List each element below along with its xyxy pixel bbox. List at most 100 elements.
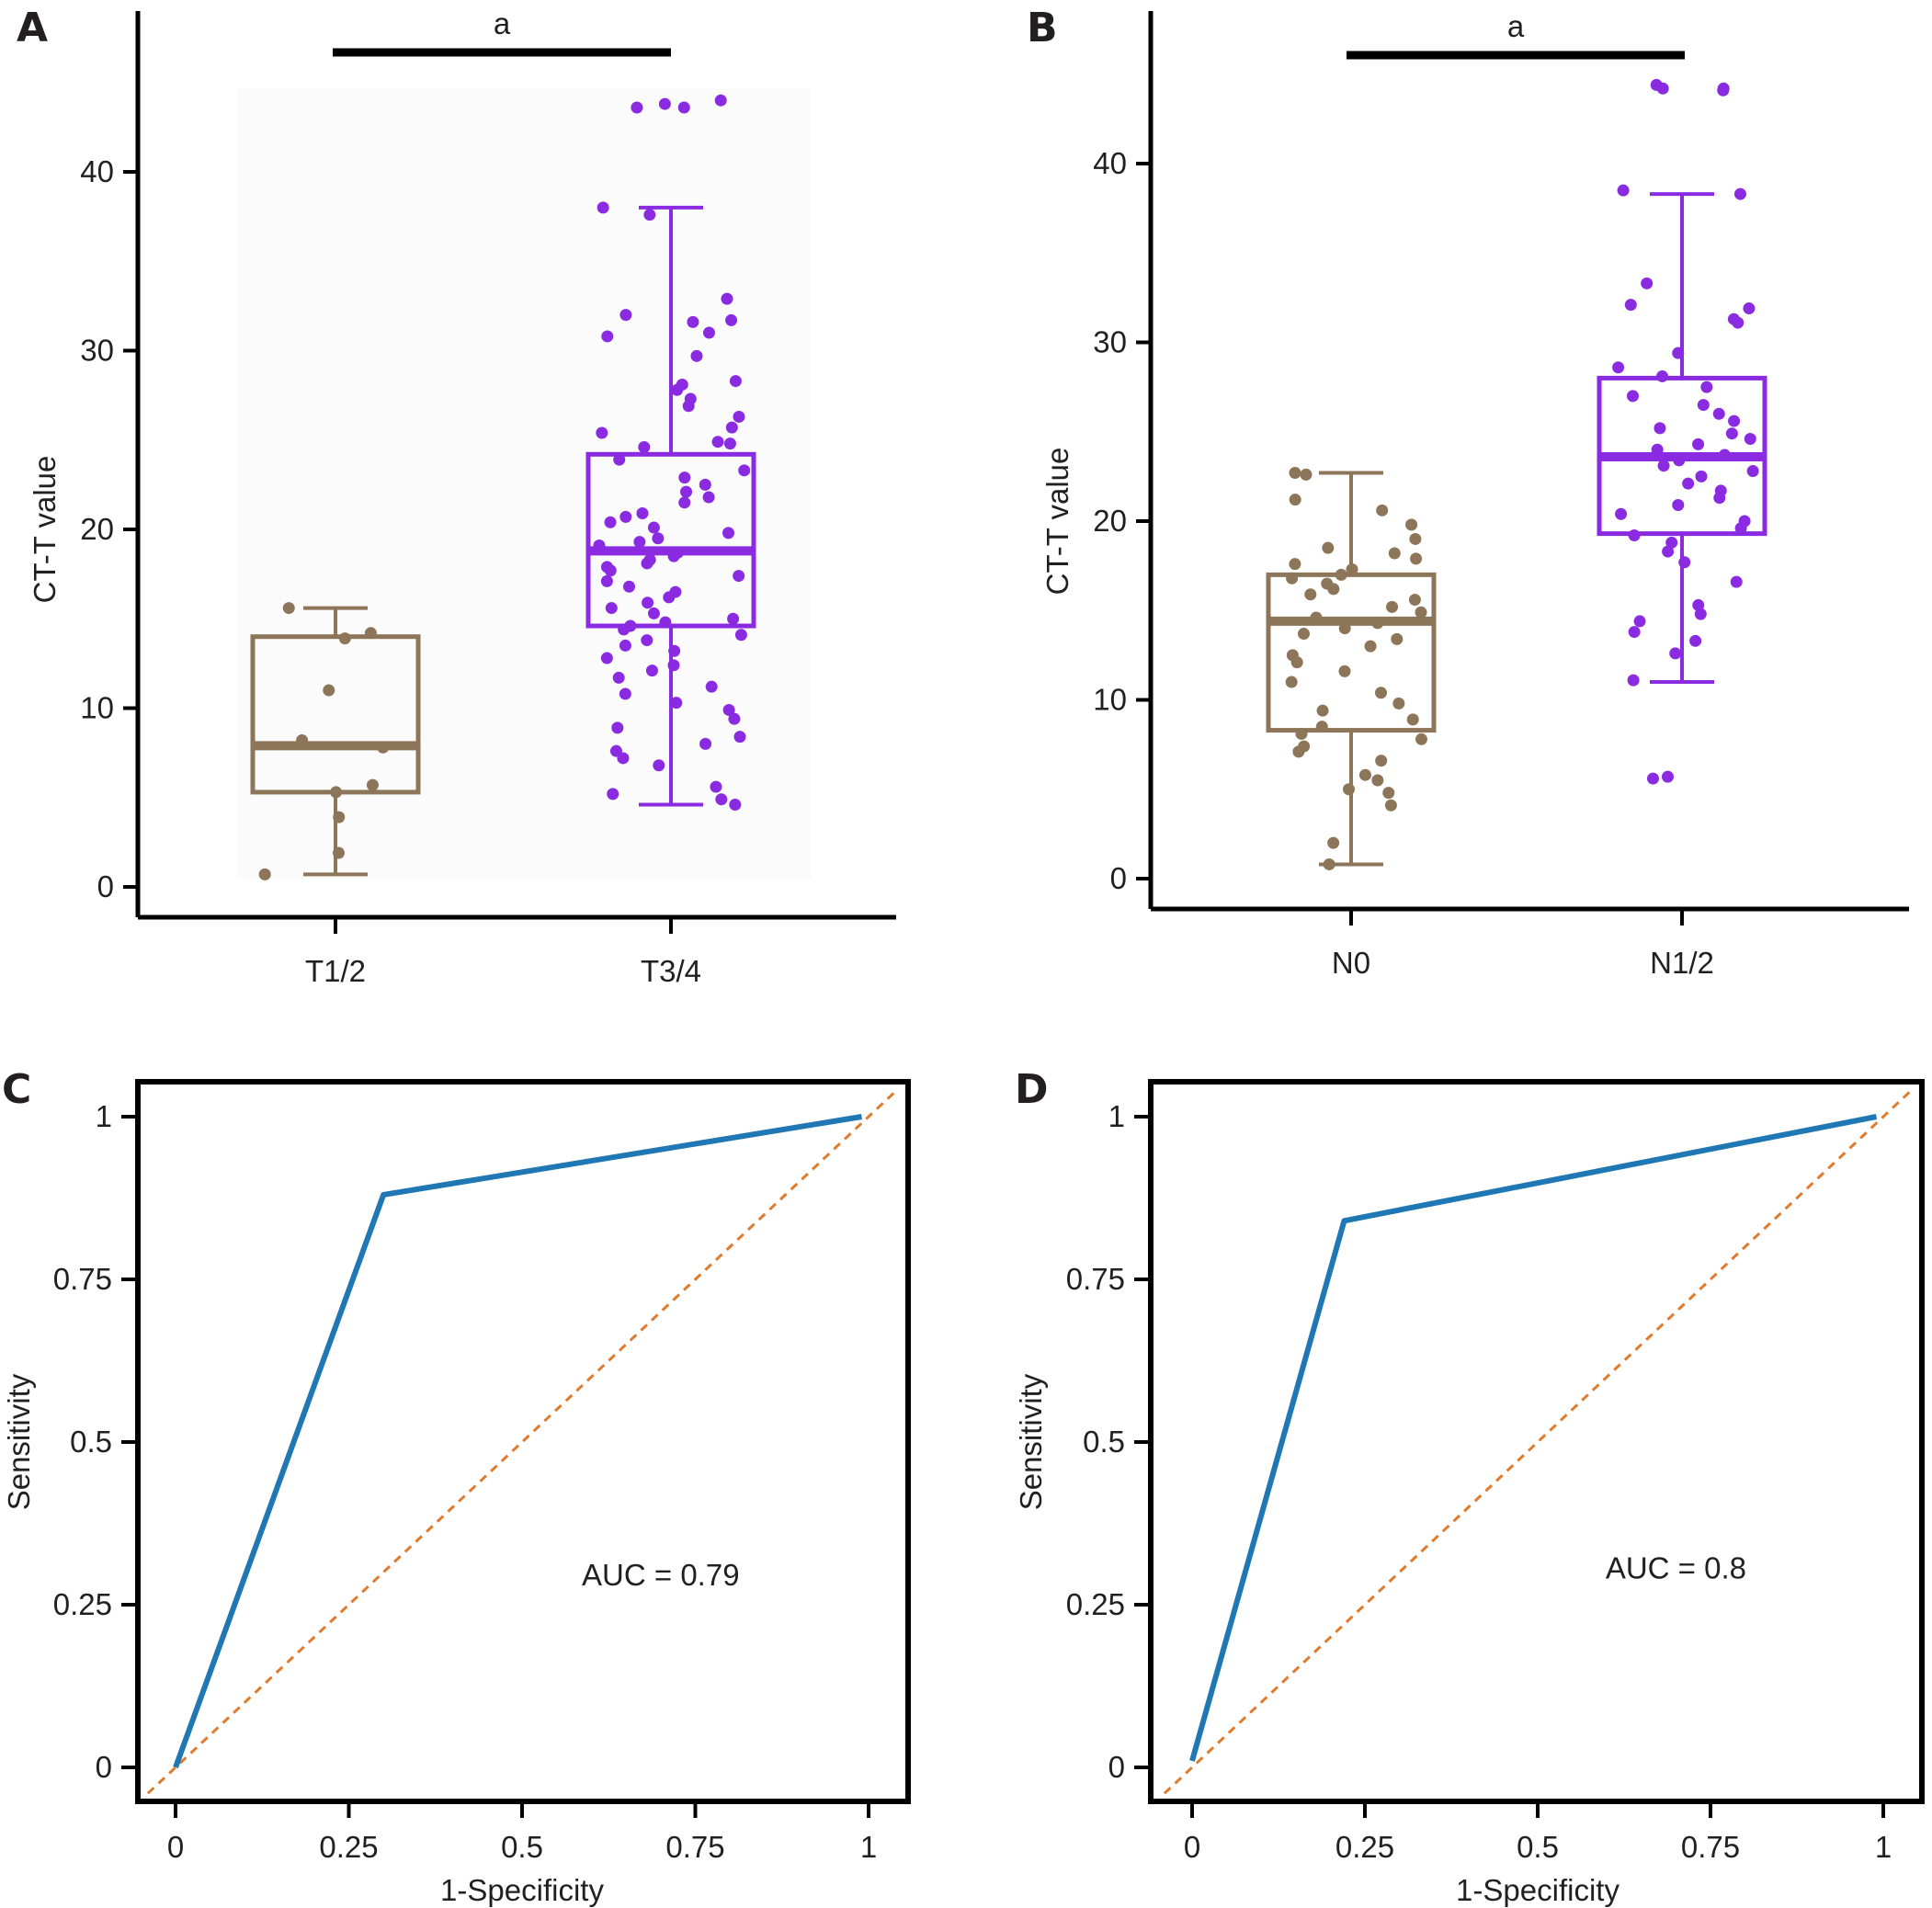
data-point: [1292, 745, 1305, 758]
data-point: [1375, 755, 1388, 767]
data-point: [607, 788, 619, 801]
data-point: [1746, 465, 1759, 478]
box-t3-4: [585, 94, 756, 812]
data-point: [1408, 594, 1421, 607]
data-point: [668, 644, 681, 657]
data-point: [1327, 836, 1340, 849]
data-point: [659, 616, 672, 629]
data-point: [641, 557, 653, 570]
y-tick-label: 0: [1108, 1750, 1125, 1784]
data-point: [671, 383, 684, 396]
data-point: [1388, 547, 1401, 560]
data-point: [725, 313, 738, 326]
data-point: [1673, 454, 1686, 467]
x-tick-label: 0: [167, 1830, 184, 1864]
data-point: [1694, 608, 1707, 620]
data-point: [604, 564, 617, 577]
box-n0: [1266, 466, 1437, 870]
data-point: [1624, 299, 1637, 312]
data-point: [653, 759, 665, 772]
data-point: [1734, 522, 1747, 535]
data-point: [1286, 572, 1299, 585]
data-point: [723, 437, 736, 450]
data-point: [600, 652, 613, 664]
x-tick-label: 0.25: [1335, 1830, 1394, 1864]
y-tick-label: 40: [80, 154, 114, 188]
data-point: [282, 602, 295, 615]
data-point: [1382, 787, 1395, 800]
data-point: [636, 506, 649, 519]
significance-label: a: [494, 6, 511, 40]
data-point: [1692, 437, 1705, 450]
data-point: [619, 687, 631, 700]
data-point: [1335, 568, 1347, 581]
y-axis-title: Sensitivity: [2, 1373, 36, 1510]
data-point: [1612, 361, 1625, 374]
data-point: [728, 712, 741, 725]
y-tick-label: 1: [1108, 1099, 1125, 1133]
data-point: [596, 426, 608, 439]
data-point: [678, 496, 691, 509]
x-tick-label: T3/4: [641, 954, 701, 988]
y-tick-label: 20: [1093, 504, 1127, 538]
data-point: [725, 421, 738, 434]
data-point: [690, 349, 703, 362]
data-point: [647, 607, 660, 619]
data-point: [1651, 443, 1664, 456]
data-point: [711, 436, 724, 449]
data-point: [642, 596, 654, 609]
x-tick-label: N0: [1332, 946, 1370, 980]
data-point: [1717, 84, 1730, 97]
data-point: [714, 94, 727, 107]
data-point: [1295, 727, 1308, 740]
data-point: [633, 536, 646, 549]
data-point: [641, 634, 653, 647]
data-point: [1655, 369, 1668, 382]
data-point: [643, 209, 656, 221]
y-axis-title: Sensitivity: [1014, 1373, 1048, 1510]
data-point: [1627, 674, 1640, 687]
data-point: [663, 591, 676, 604]
reference-diagonal: [1163, 1089, 1913, 1795]
y-axis-title: CT-T value: [28, 456, 62, 604]
data-point: [1300, 468, 1313, 481]
data-point: [617, 752, 630, 765]
data-point: [1728, 415, 1741, 427]
data-point: [699, 478, 711, 491]
y-tick-label: 30: [80, 334, 114, 368]
data-point: [1682, 477, 1695, 490]
data-point: [1646, 772, 1659, 785]
data-point: [1669, 647, 1682, 660]
plot-frame: [1148, 1079, 1925, 1804]
data-point: [1732, 316, 1744, 329]
data-point: [1392, 697, 1405, 710]
data-point: [710, 780, 722, 793]
data-point: [1713, 492, 1726, 505]
data-point: [1672, 498, 1685, 511]
data-point: [1342, 783, 1355, 796]
data-point: [332, 846, 345, 859]
y-tick-label: 0.5: [70, 1425, 112, 1459]
data-point: [258, 868, 271, 880]
data-point: [1364, 640, 1377, 653]
data-point: [1405, 518, 1418, 531]
x-axis-title: 1-Specificity: [440, 1873, 604, 1907]
data-point: [733, 731, 746, 744]
data-point: [338, 632, 351, 645]
data-point: [605, 602, 618, 615]
x-axis-title: 1-Specificity: [1456, 1873, 1619, 1907]
auc-annotation: AUC = 0.8: [1606, 1551, 1746, 1585]
data-point: [1662, 545, 1675, 558]
data-point: [677, 101, 690, 114]
x-tick-label: 1: [860, 1830, 877, 1864]
data-point: [1322, 541, 1335, 554]
data-point: [738, 464, 751, 477]
data-point: [1626, 390, 1639, 403]
data-point: [1678, 556, 1691, 569]
data-point: [631, 101, 643, 114]
data-point: [1310, 611, 1323, 624]
x-tick-label: 0.5: [501, 1830, 543, 1864]
panel-c-roc-curve: 0 0.25 0.5 0.75 1 0 0.25 0.5 0.75 1 1-Specificity S…: [2, 1066, 911, 1907]
data-point: [330, 786, 343, 799]
data-point: [618, 623, 631, 636]
